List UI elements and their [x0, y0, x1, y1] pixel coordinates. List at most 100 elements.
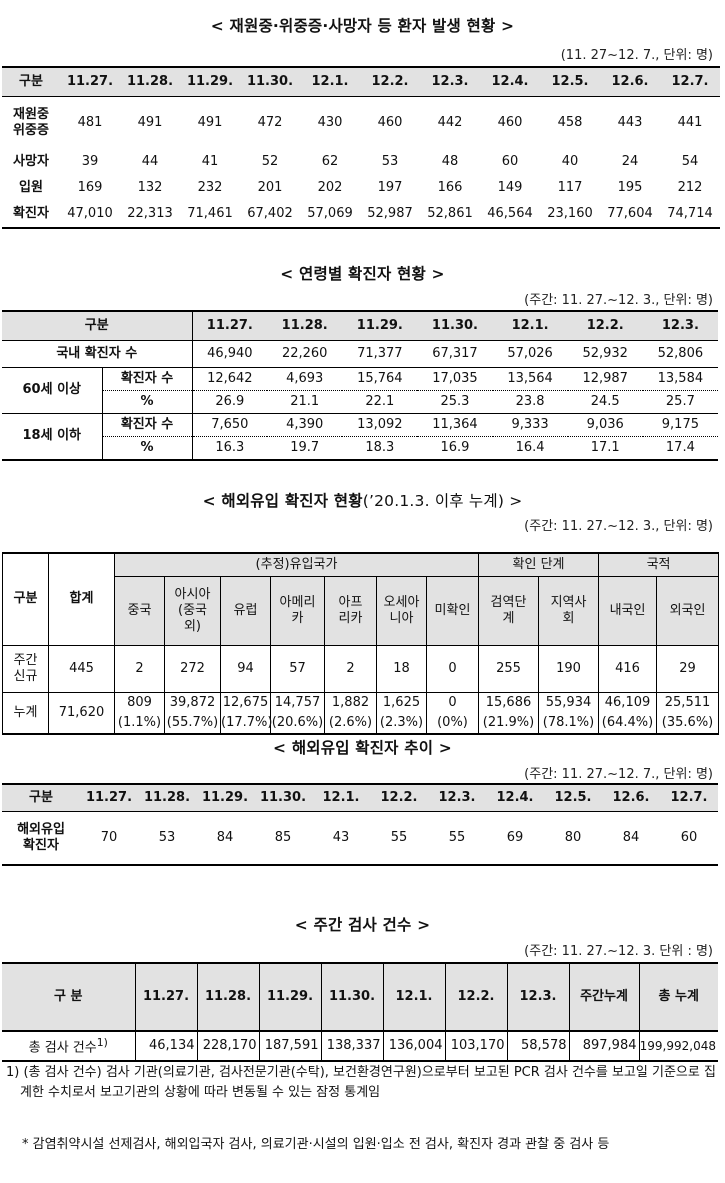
cell-value: 430	[317, 114, 343, 130]
cell-percent: (55.7%)	[164, 713, 221, 735]
col-header: 11.28.	[138, 783, 196, 812]
cell-value: 57,069	[300, 201, 360, 229]
col-header: 11.27.	[192, 310, 268, 341]
cell-value: 166	[437, 179, 463, 195]
cell-value: 17.1	[567, 436, 643, 461]
cell-value: 62	[321, 153, 339, 169]
cell-value: 491	[197, 114, 223, 130]
cell-value: 12,642	[192, 367, 268, 391]
table-row: % 16.3 19.7 18.3 16.9 16.4 17.1 17.4	[2, 436, 718, 461]
cell-value: 22,313	[120, 201, 180, 229]
cell-value: 2	[324, 645, 377, 693]
col-header: 12.1.	[312, 783, 370, 812]
cell-value: 103,170	[445, 1031, 508, 1062]
cell-value: 17.4	[642, 436, 718, 461]
cell-value: 25.3	[417, 390, 493, 414]
cell-value: 46,109	[598, 692, 658, 713]
cell-value: 52,806	[642, 340, 718, 368]
col-header: 12.1.	[300, 66, 360, 97]
col-header: 12.3.	[642, 310, 718, 341]
col-header: 12.7.	[660, 783, 718, 812]
cell-value: 12,675	[220, 692, 271, 713]
col-header: 12.6.	[600, 66, 660, 97]
cell-value: 460	[377, 114, 403, 130]
weekly-tests-table: 구 분 11.27. 11.28. 11.29. 11.30. 12.1. 12.2. 12.…	[2, 962, 718, 1062]
col-header: 11.28.	[197, 962, 260, 1032]
section2-unit: (주간: 11. 27.~12. 3., 단위: 명)	[524, 293, 713, 308]
cell-percent: (0%)	[426, 713, 479, 735]
cell-value: 74,714	[660, 201, 720, 229]
cell-value: 43	[312, 811, 370, 866]
table-row: 누계 71,620 809 39,872 12,675 14,757 1,882 1,625 0…	[2, 692, 720, 735]
cell-value: 26.9	[192, 390, 268, 414]
col-header: 12.2.	[370, 783, 428, 812]
cell-value: 25,511	[656, 692, 720, 713]
cell-value: 12,987	[567, 367, 643, 391]
footnote-marker: 1)	[96, 1035, 108, 1049]
cell-value: 272	[164, 645, 221, 693]
col-header: 미확인	[426, 576, 479, 646]
cell-value: 187,591	[259, 1031, 322, 1062]
cell-total: 445	[48, 645, 115, 693]
header-group-nationality: 국적	[598, 552, 720, 577]
header-group-stage: 확인 단계	[477, 552, 600, 577]
row-label-text: 총 검사 건수	[28, 1040, 97, 1056]
cell-value: 13,584	[642, 367, 718, 391]
cell-value: 80	[544, 811, 602, 866]
col-header: 12.2.	[445, 962, 508, 1032]
cell-value: 58,578	[507, 1031, 570, 1062]
row-label: 해외유입 확진자	[2, 811, 80, 866]
cell-value: 199,992,048	[639, 1031, 718, 1062]
cell-value: 9,036	[567, 413, 643, 437]
cell-value: 212	[677, 179, 703, 195]
cell-value: 24.5	[567, 390, 643, 414]
cell-value: 57,026	[492, 340, 568, 368]
cell-value: 94	[220, 645, 271, 693]
table-row: 18세 이하 확진자 수 7,650 4,390 13,092 11,364 9,333 9,…	[2, 413, 718, 461]
cell-value: 897,984	[569, 1031, 640, 1062]
section3-unit: (주간: 11. 27.~12. 3., 단위: 명)	[524, 519, 713, 534]
col-header: 12.5.	[544, 783, 602, 812]
imported-cases-table: 구분 합계 (추정)유입국가 확인 단계 국적 중국 아시아 (중국 외) 유럽 아메리 카 아프 리카 오…	[2, 552, 720, 735]
cell-value: 71,461	[180, 201, 240, 229]
cell-value: 7,650	[192, 413, 268, 437]
header-label: 구분	[2, 552, 49, 646]
cell-value: 22.1	[342, 390, 418, 414]
col-header: 11.27.	[135, 962, 198, 1032]
col-header: 11.27.	[80, 783, 138, 812]
table-row: 재원중 위중증 481 491 491 472 430 460 442 460 458 443 441	[2, 97, 720, 150]
header-group-origin: (추정)유입국가	[114, 552, 479, 577]
footnote-1: 1) (총 검사 건수) 검사 기관(의료기관, 검사전문기관(수탁), 보건환…	[6, 1065, 716, 1101]
col-header: 주간누계	[569, 962, 640, 1032]
cell-value: 55,934	[537, 692, 600, 713]
section4-title: < 해외유입 확진자 추이 >	[273, 739, 452, 757]
row-label: 총 검사 건수1)	[2, 1031, 136, 1062]
cell-percent: (2.3%)	[376, 713, 427, 735]
col-header: 11.29.	[259, 962, 322, 1032]
patient-status-table: 구분 11.27. 11.28. 11.29. 11.30. 12.1. 12.2. 12.3…	[2, 66, 720, 229]
section2-title: < 연령별 확진자 현황 >	[280, 265, 445, 283]
col-header: 12.4.	[480, 66, 540, 97]
cell-value: 149	[497, 179, 523, 195]
cell-value: 169	[77, 179, 103, 195]
col-header: 12.6.	[602, 783, 660, 812]
cell-value: 67,402	[240, 201, 300, 229]
cell-value: 85	[254, 811, 312, 866]
col-header: 내국인	[598, 576, 658, 646]
cell-value: 52,861	[420, 201, 480, 229]
cell-value: 55	[428, 811, 486, 866]
cell-value: 13,092	[342, 413, 418, 437]
cell-value: 472	[257, 114, 283, 130]
cell-value: 458	[557, 114, 583, 130]
cell-value: 481	[77, 114, 103, 130]
imported-trend-table: 구분 11.27. 11.28. 11.29. 11.30. 12.1. 12.2. 12.3…	[2, 783, 718, 866]
cell-value: 39,872	[164, 692, 221, 713]
cell-value: 132	[137, 179, 163, 195]
col-header: 유럽	[220, 576, 271, 646]
table-row: 확진자 47,010 22,313 71,461 67,402 57,069 52,987 5…	[2, 201, 720, 229]
cell-value: 18.3	[342, 436, 418, 461]
col-header: 11.30.	[417, 310, 493, 341]
section1-title: < 재원중·위중증·사망자 등 환자 발생 현황 >	[210, 17, 515, 35]
sub-label: 확진자 수	[102, 367, 193, 391]
cell-percent: (35.6%)	[656, 713, 720, 735]
